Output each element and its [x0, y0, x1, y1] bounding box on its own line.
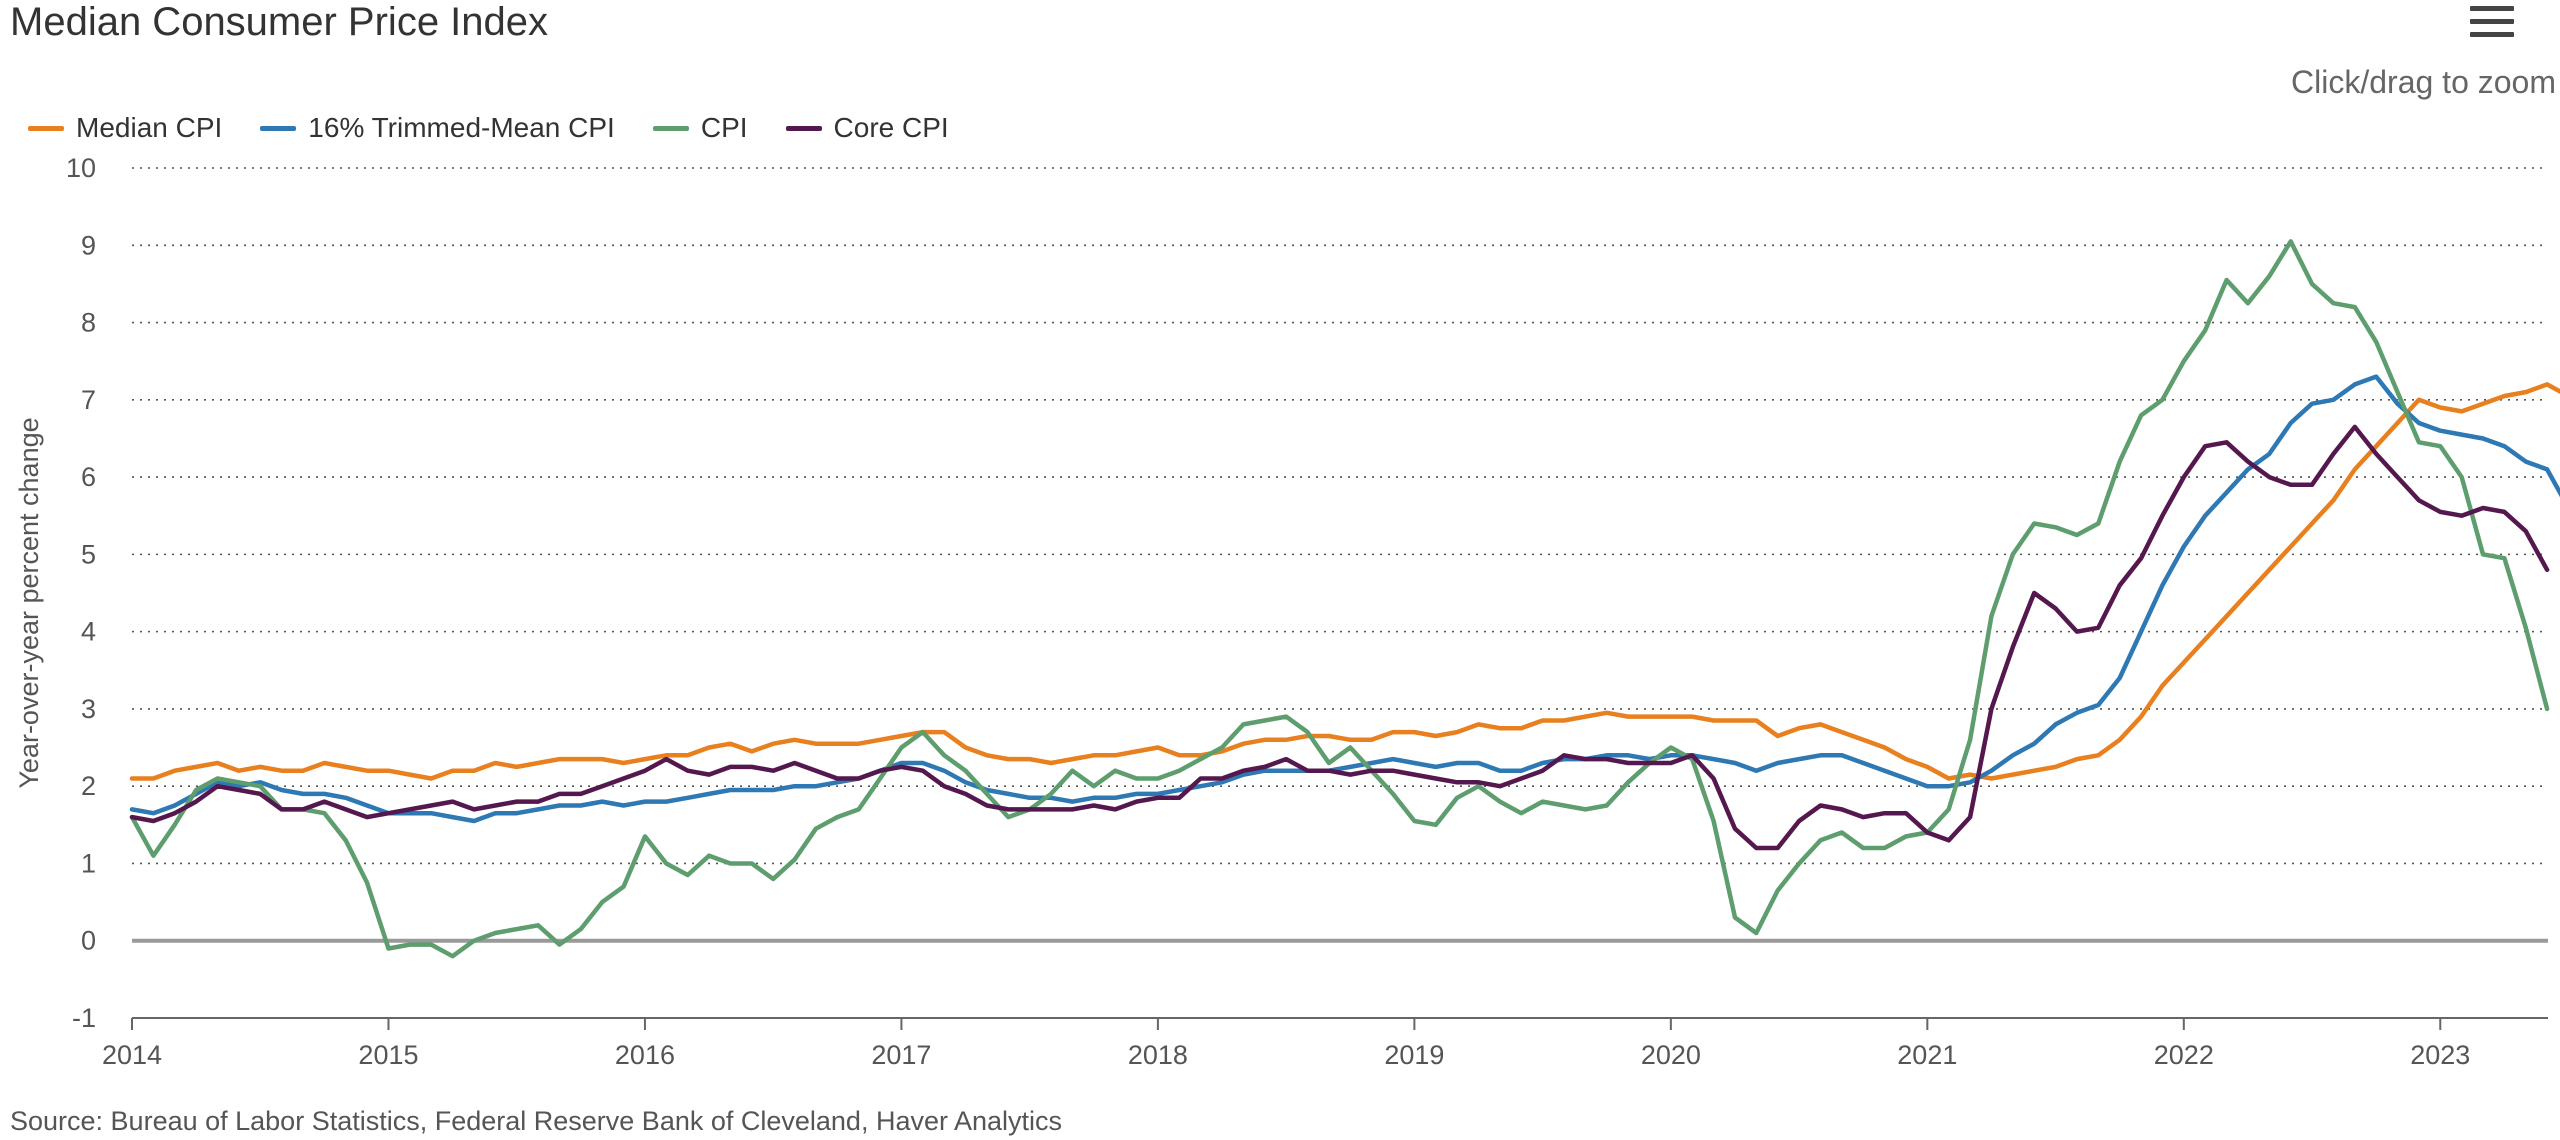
zoom-hint: Click/drag to zoom — [2291, 64, 2556, 100]
chart-legend: Median CPI 16% Trimmed-Mean CPI CPI Core… — [28, 112, 987, 144]
y-tick-label: 4 — [81, 617, 96, 647]
x-tick-label: 2019 — [1384, 1040, 1444, 1070]
y-tick-label: 2 — [81, 771, 96, 801]
chart-title: Median Consumer Price Index — [10, 0, 549, 44]
menu-bar — [2470, 6, 2514, 11]
y-tick-label: 0 — [81, 926, 96, 956]
legend-label: CPI — [700, 112, 748, 143]
x-tick-label: 2016 — [615, 1040, 675, 1070]
y-tick-label: 6 — [81, 462, 96, 492]
x-tick-label: 2017 — [871, 1040, 931, 1070]
series-line-16-trimmed-mean-cpi — [129, 374, 2560, 824]
menu-bar — [2470, 19, 2514, 24]
legend-swatch — [785, 125, 822, 131]
y-tick-label: 3 — [81, 694, 96, 724]
y-tick-label: 8 — [81, 308, 96, 338]
legend-item-core-cpi[interactable]: Core CPI — [785, 112, 949, 144]
x-tick-label: 2022 — [2154, 1040, 2214, 1070]
y-tick-label: 9 — [81, 230, 96, 260]
series-line-median-cpi — [129, 382, 2560, 781]
hamburger-menu-icon[interactable] — [2470, 6, 2514, 46]
legend-swatch — [260, 125, 297, 131]
source-note: Source: Bureau of Labor Statistics, Fede… — [10, 1106, 1063, 1136]
x-tick-label: 2014 — [102, 1040, 162, 1070]
y-tick-label: 7 — [81, 385, 96, 415]
x-tick-label: 2023 — [2410, 1040, 2470, 1070]
legend-swatch — [652, 125, 689, 131]
y-tick-label: 5 — [81, 539, 96, 569]
legend-label: Core CPI — [833, 112, 949, 143]
legend-label: 16% Trimmed-Mean CPI — [308, 112, 615, 143]
y-tick-label: 10 — [66, 153, 96, 183]
x-tick-label: 2020 — [1641, 1040, 1701, 1070]
x-tick-label: 2021 — [1897, 1040, 1957, 1070]
legend-item-cpi[interactable]: CPI — [652, 112, 748, 144]
y-tick-label: 1 — [81, 848, 96, 878]
legend-swatch — [28, 125, 64, 131]
legend-label: Median CPI — [76, 112, 223, 143]
series-line-cpi — [129, 239, 2550, 959]
legend-item-trimmed-mean-cpi[interactable]: 16% Trimmed-Mean CPI — [260, 112, 615, 144]
series-line-core-cpi — [129, 424, 2550, 851]
legend-item-median-cpi[interactable]: Median CPI — [28, 112, 222, 144]
x-tick-label: 2018 — [1128, 1040, 1188, 1070]
y-axis-title: Year-over-year percent change — [14, 417, 44, 788]
x-tick-label: 2015 — [358, 1040, 418, 1070]
y-tick-label: -1 — [72, 1003, 96, 1033]
menu-bar — [2470, 32, 2514, 37]
